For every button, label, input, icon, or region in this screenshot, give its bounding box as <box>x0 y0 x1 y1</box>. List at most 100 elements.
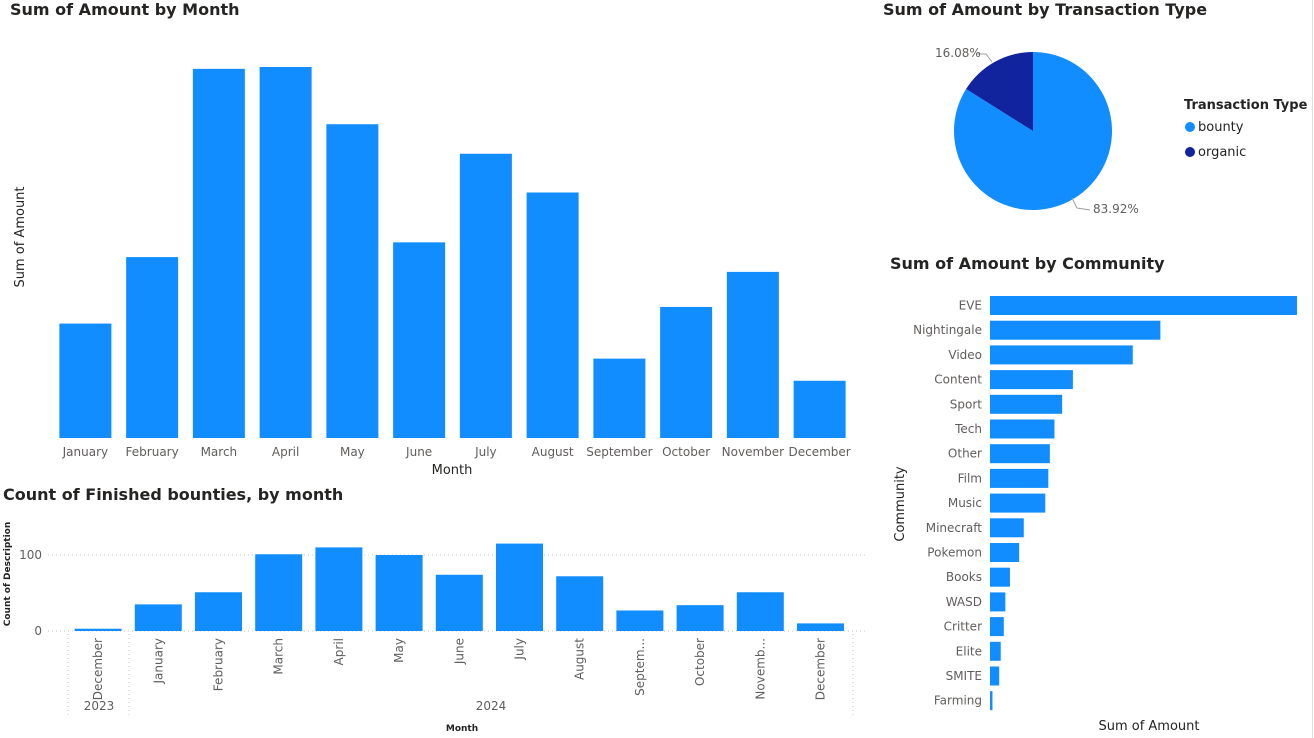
page-right-edge <box>1312 0 1313 738</box>
y-tick-film: Film <box>958 471 982 485</box>
bar-eve <box>990 296 1297 315</box>
y-tick-music: Music <box>948 496 982 510</box>
bar-august-2024 <box>556 576 604 631</box>
bar-minecraft <box>990 518 1024 538</box>
bar-april-2024 <box>315 547 363 631</box>
monthly-bar-plot: Sum of Amount Month January February March… <box>13 67 851 478</box>
bar-wasd <box>990 592 1006 612</box>
x-tick-may: May <box>340 445 365 459</box>
bar-july <box>459 153 512 438</box>
x-tick-november: November <box>722 445 784 459</box>
x-tick-december-2023: December <box>91 638 105 700</box>
x-tick-novemb-2024: Novemb... <box>753 638 767 700</box>
bar-january <box>59 323 112 438</box>
bar-content <box>990 370 1073 390</box>
leader-line-bounty <box>1071 197 1091 211</box>
bar-septem-2024 <box>616 610 664 631</box>
pie-legend-title: Transaction Type <box>1184 98 1308 113</box>
bounties-x-axis-title: Month <box>446 724 478 734</box>
bounty-legend-dot-icon <box>1185 122 1195 132</box>
y-tick-farming: Farming <box>934 694 982 708</box>
pie-plot <box>954 52 1112 211</box>
y-tick-sport: Sport <box>950 397 983 411</box>
x-tick-april-2024: April <box>332 638 346 665</box>
y-tick-other: Other <box>948 447 982 461</box>
y-tick-wasd: WASD <box>946 595 982 609</box>
bar-august <box>526 192 579 438</box>
x-tick-january: January <box>62 445 109 459</box>
bar-june-2024 <box>435 574 483 631</box>
pie-slice-organic <box>966 52 1033 131</box>
bar-nightingale <box>990 320 1161 340</box>
bar-december-2023 <box>74 628 122 631</box>
bar-novemb-2024 <box>736 592 784 631</box>
legend-label-bounty: bounty <box>1198 120 1244 135</box>
monthly-y-axis-title: Sum of Amount <box>13 186 28 287</box>
x-tick-february-2024: February <box>212 638 226 691</box>
bar-december <box>793 380 846 438</box>
community-amount-chart: Sum of Amount by Community Community Sum… <box>870 250 1314 738</box>
bar-july-2024 <box>496 543 543 631</box>
x-tick-april: April <box>272 445 299 459</box>
pie-chart-title: Sum of Amount by Transaction Type <box>883 0 1208 19</box>
pie-label-organic: 16.08% <box>935 46 981 60</box>
bar-tech <box>990 419 1055 439</box>
year-label-2023: 2023 <box>84 699 115 713</box>
y-tick-elite: Elite <box>956 644 982 658</box>
bounties-y-axis-title: Count of Description <box>3 522 13 626</box>
y-tick-books: Books <box>946 570 982 584</box>
x-tick-december-2024: December <box>814 638 828 700</box>
bar-march <box>192 68 245 439</box>
bar-film <box>990 468 1049 488</box>
y-tick-minecraft: Minecraft <box>926 521 983 535</box>
bar-december-2024 <box>797 623 844 631</box>
x-tick-july-2024: July <box>513 638 527 661</box>
x-tick-october-2024: October <box>693 638 707 686</box>
x-tick-march-2024: March <box>272 638 286 675</box>
monthly-x-axis-title: Month <box>432 463 473 478</box>
x-tick-february: February <box>126 445 179 459</box>
x-tick-august: August <box>532 445 574 459</box>
transaction-type-chart: Sum of Amount by Transaction Type 16.08%… <box>870 0 1314 240</box>
legend-label-organic: organic <box>1198 145 1247 160</box>
bar-pokemon <box>990 543 1020 562</box>
bar-january-2024 <box>134 604 182 631</box>
x-tick-may-2024: May <box>392 638 406 663</box>
legend-item-bounty[interactable]: bounty <box>1185 120 1243 135</box>
x-tick-september: September <box>586 445 652 459</box>
y-tick-0: 0 <box>34 624 42 638</box>
bar-farming <box>990 691 993 711</box>
x-tick-septem-2024: Septem... <box>633 638 647 696</box>
y-tick-content: Content <box>934 373 982 387</box>
bar-smite <box>990 666 1000 686</box>
pie-label-bounty: 83.92% <box>1093 202 1139 216</box>
bar-books <box>990 567 1010 587</box>
bar-video <box>990 345 1133 365</box>
bar-other <box>990 444 1050 464</box>
x-tick-december: December <box>789 445 851 459</box>
bar-april <box>259 67 312 438</box>
y-tick-nightingale: Nightingale <box>913 323 982 337</box>
bounties-bar-plot: Count of Description Month 100 0 2023 20… <box>3 522 868 734</box>
bar-march-2024 <box>255 554 303 631</box>
x-tick-october: October <box>662 445 710 459</box>
x-tick-august-2024: August <box>573 638 587 680</box>
bar-february-2024 <box>195 592 242 631</box>
bar-october <box>660 306 713 438</box>
community-y-axis-title: Community <box>893 466 908 542</box>
bar-february <box>126 257 179 438</box>
legend-item-organic[interactable]: organic <box>1185 145 1246 160</box>
bar-september <box>593 358 646 438</box>
bar-october-2024 <box>676 605 724 631</box>
y-tick-critter: Critter <box>944 620 982 634</box>
y-tick-tech: Tech <box>954 422 982 436</box>
x-tick-january-2024: January <box>151 638 165 685</box>
x-tick-march: March <box>201 445 238 459</box>
bar-november <box>726 271 779 438</box>
community-x-axis-title: Sum of Amount <box>1098 719 1199 734</box>
community-chart-title: Sum of Amount by Community <box>890 254 1165 273</box>
y-tick-video: Video <box>948 348 982 362</box>
year-label-2024: 2024 <box>476 699 507 713</box>
monthly-chart-title: Sum of Amount by Month <box>10 0 240 19</box>
bar-critter <box>990 617 1004 637</box>
